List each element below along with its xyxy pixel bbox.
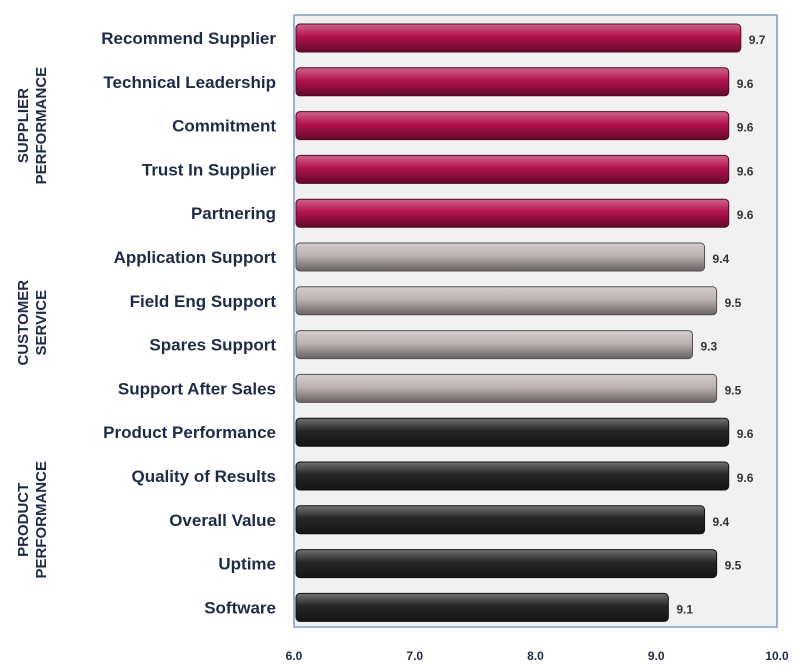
data-label: 9.5	[725, 296, 742, 310]
group-label: SUPPLIERPERFORMANCE	[15, 67, 50, 185]
bar	[295, 154, 730, 184]
category-label: Uptime	[218, 555, 276, 574]
data-label: 9.6	[737, 121, 754, 135]
category-label: Recommend Supplier	[101, 29, 276, 48]
group-label-line: CUSTOMER	[15, 280, 32, 366]
data-label: 9.5	[725, 559, 742, 573]
data-label: 9.7	[749, 33, 766, 47]
bar	[295, 549, 718, 579]
data-label: 9.3	[700, 340, 717, 354]
group-label-line: PERFORMANCE	[33, 67, 50, 185]
group-label-line: PRODUCT	[15, 483, 32, 557]
category-label: Application Support	[114, 248, 277, 267]
group-label: CUSTOMERSERVICE	[15, 280, 50, 366]
category-label: Support After Sales	[118, 379, 276, 398]
bar	[295, 330, 693, 360]
bar	[295, 67, 730, 97]
data-label: 9.4	[713, 515, 730, 529]
category-label: Software	[204, 598, 276, 617]
category-label: Spares Support	[149, 336, 276, 355]
data-label: 9.6	[737, 77, 754, 91]
group-label-line: PERFORMANCE	[33, 461, 50, 579]
bar	[295, 23, 742, 53]
category-label: Quality of Results	[131, 467, 276, 486]
category-label: Trust In Supplier	[142, 160, 277, 179]
x-tick-label: 8.0	[527, 649, 544, 663]
data-label: 9.6	[737, 427, 754, 441]
bar	[295, 417, 730, 447]
bar	[295, 592, 669, 622]
data-label: 9.6	[737, 208, 754, 222]
bar	[295, 373, 718, 403]
category-label: Commitment	[172, 117, 276, 136]
bar	[295, 505, 706, 535]
category-label: Partnering	[191, 204, 276, 223]
category-label: Overall Value	[169, 511, 276, 530]
bar	[295, 286, 718, 316]
category-label: Field Eng Support	[130, 292, 277, 311]
x-tick-label: 6.0	[286, 649, 303, 663]
group-label: PRODUCTPERFORMANCE	[15, 461, 50, 579]
category-label: Product Performance	[103, 423, 276, 442]
bar	[295, 242, 706, 272]
bar	[295, 461, 730, 491]
bar	[295, 198, 730, 228]
data-label: 9.4	[713, 252, 730, 266]
data-label: 9.6	[737, 471, 754, 485]
data-label: 9.6	[737, 164, 754, 178]
x-tick-label: 7.0	[406, 649, 423, 663]
category-label: Technical Leadership	[103, 73, 276, 92]
x-tick-label: 9.0	[648, 649, 665, 663]
data-label: 9.5	[725, 383, 742, 397]
bar	[295, 111, 730, 141]
group-label-line: SERVICE	[33, 290, 50, 356]
group-label-line: SUPPLIER	[15, 88, 32, 163]
data-label: 9.1	[676, 602, 693, 616]
plot-area	[293, 14, 778, 628]
x-tick-label: 10.0	[765, 649, 789, 663]
